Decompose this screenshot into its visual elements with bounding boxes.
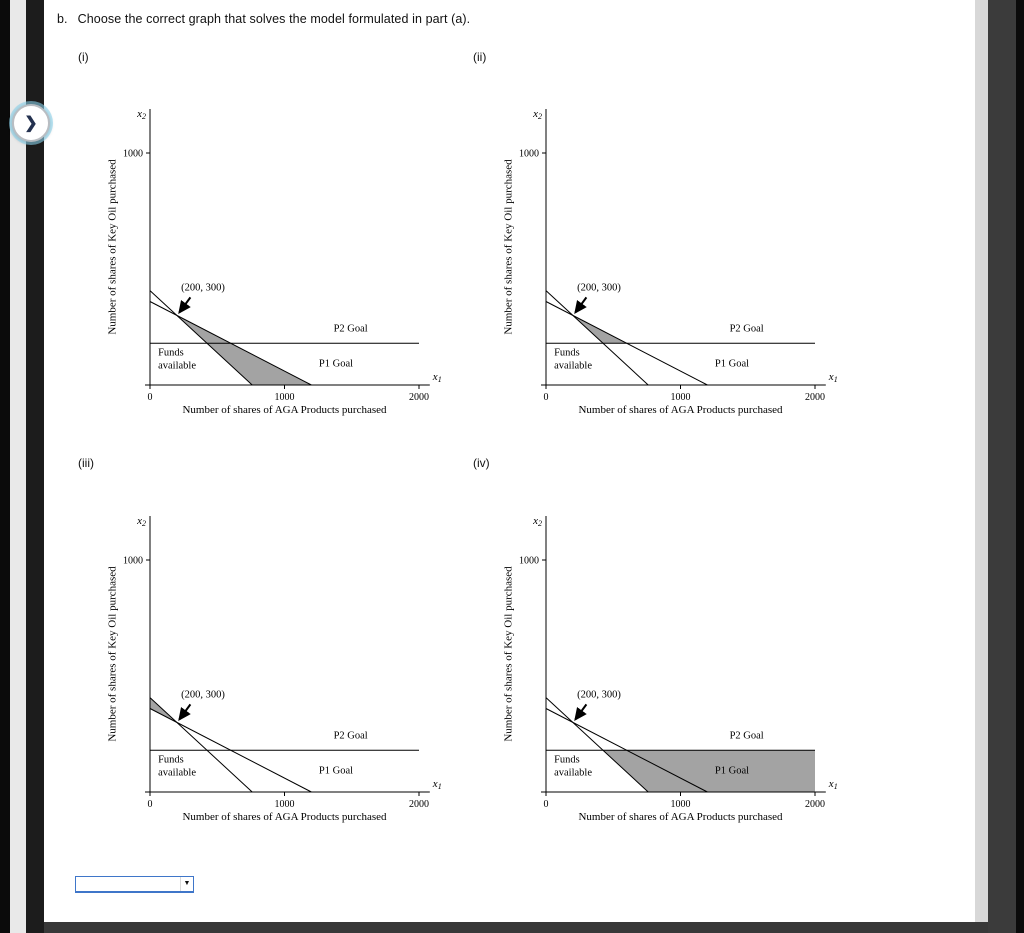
left-sidebar-bar bbox=[26, 0, 44, 933]
right-edge-bar bbox=[1016, 0, 1024, 933]
svg-text:2000: 2000 bbox=[805, 799, 825, 810]
svg-text:x1: x1 bbox=[828, 778, 838, 791]
dropdown-selected-value bbox=[76, 877, 180, 891]
option-label-iii: (iii) bbox=[78, 456, 94, 470]
svg-text:Funds: Funds bbox=[554, 347, 580, 358]
svg-text:1000: 1000 bbox=[519, 149, 539, 160]
right-sidebar-bar bbox=[988, 0, 1016, 933]
svg-text:available: available bbox=[158, 767, 196, 778]
svg-text:Number of shares of Key Oil pu: Number of shares of Key Oil purchased bbox=[503, 566, 515, 742]
svg-text:P1 Goal: P1 Goal bbox=[715, 765, 749, 776]
svg-text:1000: 1000 bbox=[123, 149, 143, 160]
svg-text:available: available bbox=[554, 360, 592, 371]
question-text: Choose the correct graph that solves the… bbox=[77, 12, 471, 26]
svg-text:1000: 1000 bbox=[275, 392, 295, 403]
svg-text:(200, 300): (200, 300) bbox=[577, 282, 621, 293]
svg-text:x2: x2 bbox=[136, 108, 146, 121]
svg-text:Funds: Funds bbox=[554, 754, 580, 765]
svg-text:1000: 1000 bbox=[671, 392, 691, 403]
svg-text:2000: 2000 bbox=[409, 392, 429, 403]
p1-goal-line bbox=[149, 708, 312, 793]
svg-text:Funds: Funds bbox=[158, 347, 184, 358]
svg-text:Number of shares of Key Oil pu: Number of shares of Key Oil purchased bbox=[107, 159, 119, 335]
funds-available-line bbox=[149, 290, 253, 386]
graph-option-ii: P2 Goal Funds available P1 Goal 0 1000 2000 100… bbox=[503, 108, 838, 416]
next-panel-button[interactable]: ❯ bbox=[12, 104, 50, 142]
svg-text:x2: x2 bbox=[532, 108, 542, 121]
svg-text:1000: 1000 bbox=[519, 556, 539, 567]
svg-text:Number of shares of AGA Produc: Number of shares of AGA Products purchas… bbox=[182, 811, 387, 823]
p1-goal-line bbox=[545, 708, 708, 793]
funds-available-line bbox=[545, 290, 649, 386]
graph-option-iii: P2 Goal Funds available P1 Goal 0 1000 2000 100… bbox=[107, 515, 442, 823]
svg-text:Number of shares of AGA Produc: Number of shares of AGA Products purchas… bbox=[578, 811, 783, 823]
option-label-ii: (ii) bbox=[473, 50, 487, 64]
left-edge-bar bbox=[0, 0, 10, 933]
left-gutter bbox=[10, 0, 26, 933]
svg-text:P2 Goal: P2 Goal bbox=[730, 730, 764, 741]
answer-dropdown[interactable]: ▼ bbox=[75, 876, 194, 893]
svg-text:1000: 1000 bbox=[123, 556, 143, 567]
question-part-label: b. bbox=[57, 12, 68, 26]
bottom-edge-bar bbox=[0, 922, 1024, 933]
question-row: b. Choose the correct graph that solves t… bbox=[57, 12, 470, 26]
svg-text:P1 Goal: P1 Goal bbox=[319, 358, 353, 369]
svg-text:Funds: Funds bbox=[158, 754, 184, 765]
dropdown-caret-icon: ▼ bbox=[180, 877, 193, 891]
svg-text:(200, 300): (200, 300) bbox=[181, 282, 225, 293]
svg-text:x1: x1 bbox=[828, 371, 838, 384]
svg-text:Number of shares of Key Oil pu: Number of shares of Key Oil purchased bbox=[503, 159, 515, 335]
question-panel: b. Choose the correct graph that solves t… bbox=[44, 0, 975, 933]
svg-text:P2 Goal: P2 Goal bbox=[334, 323, 368, 334]
p1-goal-line bbox=[149, 301, 312, 386]
svg-text:0: 0 bbox=[148, 392, 153, 403]
svg-text:Number of shares of AGA Produc: Number of shares of AGA Products purchas… bbox=[182, 404, 387, 416]
svg-text:P2 Goal: P2 Goal bbox=[334, 730, 368, 741]
svg-text:0: 0 bbox=[544, 392, 549, 403]
svg-text:0: 0 bbox=[544, 799, 549, 810]
funds-available-line bbox=[149, 697, 253, 793]
funds-available-line bbox=[545, 697, 649, 793]
option-label-i: (i) bbox=[78, 50, 89, 64]
p1-goal-line bbox=[545, 301, 708, 386]
svg-text:(200, 300): (200, 300) bbox=[577, 689, 621, 700]
svg-text:2000: 2000 bbox=[409, 799, 429, 810]
svg-text:2000: 2000 bbox=[805, 392, 825, 403]
scrollbar-track[interactable] bbox=[975, 0, 988, 933]
svg-text:Number of shares of Key Oil pu: Number of shares of Key Oil purchased bbox=[107, 566, 119, 742]
svg-text:1000: 1000 bbox=[275, 799, 295, 810]
svg-text:Number of shares of AGA Produc: Number of shares of AGA Products purchas… bbox=[578, 404, 783, 416]
chevron-right-icon: ❯ bbox=[24, 115, 38, 132]
shaded-region bbox=[603, 750, 815, 792]
svg-text:0: 0 bbox=[148, 799, 153, 810]
svg-text:x2: x2 bbox=[136, 515, 146, 528]
svg-text:x1: x1 bbox=[432, 371, 442, 384]
svg-text:x1: x1 bbox=[432, 778, 442, 791]
svg-text:P1 Goal: P1 Goal bbox=[319, 765, 353, 776]
svg-text:x2: x2 bbox=[532, 515, 542, 528]
svg-text:P1 Goal: P1 Goal bbox=[715, 358, 749, 369]
option-label-iv: (iv) bbox=[473, 456, 490, 470]
svg-text:(200, 300): (200, 300) bbox=[181, 689, 225, 700]
svg-text:1000: 1000 bbox=[671, 799, 691, 810]
svg-text:available: available bbox=[554, 767, 592, 778]
graph-option-iv: P2 Goal Funds available P1 Goal 0 1000 2000 100… bbox=[503, 515, 838, 823]
svg-text:available: available bbox=[158, 360, 196, 371]
graph-option-i: P2 Goal Funds available P1 Goal 0 1000 2000 100… bbox=[107, 108, 442, 416]
svg-text:P2 Goal: P2 Goal bbox=[730, 323, 764, 334]
